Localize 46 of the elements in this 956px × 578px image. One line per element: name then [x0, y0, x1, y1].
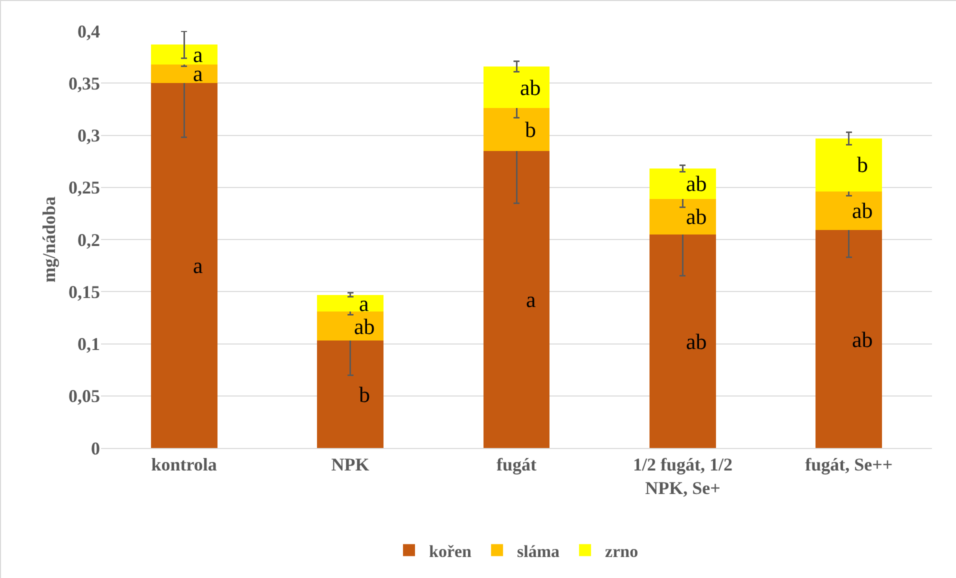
bar [150, 64, 218, 84]
y-tick-label: 0,4 [78, 21, 100, 42]
data-label: ab [520, 75, 541, 100]
bar [816, 138, 882, 192]
bar [483, 150, 550, 448]
data-label: a [526, 287, 536, 312]
bar [816, 192, 882, 230]
bar [317, 311, 384, 341]
y-tick-label: 0,2 [78, 230, 100, 250]
data-label: ab [686, 204, 707, 229]
bar [649, 168, 716, 199]
x-tick-label: fugát, Se++ [805, 454, 893, 475]
bar [649, 198, 716, 234]
data-label: b [359, 382, 370, 407]
x-tick-label: kontrola [151, 454, 217, 475]
bar [483, 66, 550, 108]
data-label: a [193, 253, 203, 278]
y-tick-label: 0,3 [78, 126, 100, 146]
data-label: b [525, 117, 536, 142]
x-tick-label: NPK [331, 454, 370, 475]
bar [816, 230, 882, 448]
data-label: ab [686, 171, 707, 196]
bar [317, 294, 384, 312]
legend-label: zrno [605, 542, 638, 561]
y-tick-label: 0,25 [68, 178, 100, 198]
data-label: a [359, 291, 369, 316]
data-label: ab [852, 198, 873, 223]
bar [150, 83, 218, 448]
legend-label: kořen [429, 542, 472, 561]
legend-label: sláma [517, 542, 560, 561]
data-label: ab [852, 327, 873, 352]
x-tick-label: 1/2 fugát, 1/2 NPK, Se+ [632, 454, 732, 498]
bar [649, 234, 716, 448]
data-label: ab [686, 329, 707, 354]
y-tick-label: 0,15 [68, 282, 100, 302]
x-tick-label: fugát [496, 454, 537, 475]
bar [317, 340, 384, 448]
data-label: b [857, 152, 868, 177]
data-label: ab [354, 314, 375, 339]
y-tick-label: 0,1 [78, 334, 100, 354]
y-axis-title: mg/nádoba [39, 196, 59, 283]
y-tick-label: 0 [91, 438, 100, 458]
bar [483, 108, 550, 151]
bar [150, 44, 218, 64]
y-tick-label: 0,35 [68, 73, 100, 94]
y-tick-label: 0,05 [68, 386, 100, 406]
